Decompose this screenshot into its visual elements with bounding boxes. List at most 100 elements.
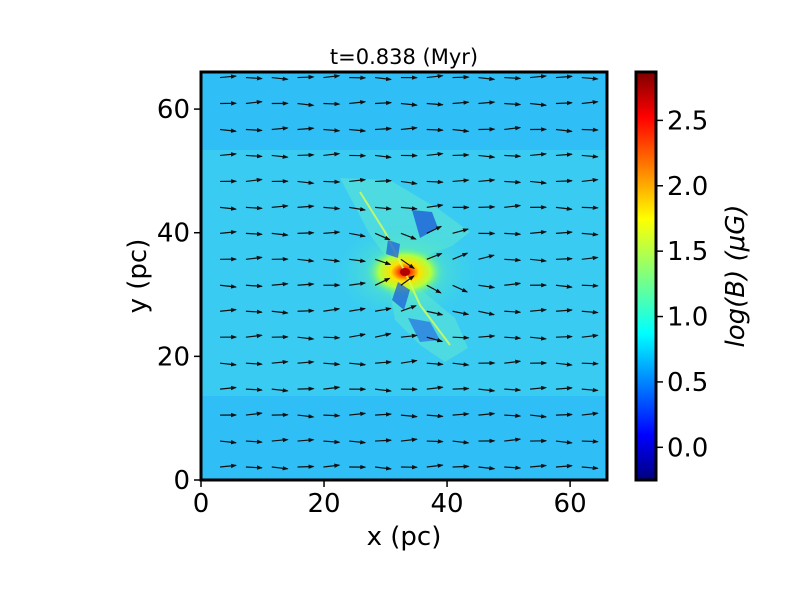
y-tick-label: 0 (173, 466, 190, 496)
x-tick-label: 20 (307, 489, 340, 519)
field-arrow (452, 100, 470, 105)
colorbar-tick-label: 0.5 (667, 368, 708, 398)
field-arrow (452, 128, 470, 133)
field-arrow (349, 333, 366, 338)
field-arrow (504, 413, 522, 418)
x-tick-label: 40 (431, 489, 464, 519)
field-arrow (375, 178, 393, 184)
field-arrow (375, 438, 393, 443)
field-arrow (452, 252, 469, 260)
field-arrow (400, 102, 418, 107)
field-arrow (555, 100, 573, 106)
field-arrow (297, 152, 315, 158)
field-arrow (504, 125, 522, 131)
field-arrow (323, 151, 341, 157)
field-arrow (375, 76, 392, 82)
field-arrow (504, 231, 522, 237)
field-arrow (530, 74, 548, 79)
field-arrow (323, 230, 341, 235)
field-arrow (426, 74, 444, 79)
field-arrow (220, 440, 237, 445)
field-arrow (581, 387, 599, 393)
field-arrow (555, 152, 573, 157)
field-arrow (555, 178, 573, 184)
field-arrow (426, 336, 444, 343)
field-arrow (426, 310, 444, 316)
field-arrow (426, 151, 444, 157)
field-arrow (400, 275, 415, 286)
field-arrow (271, 76, 289, 81)
low-field-void-3 (392, 282, 410, 310)
field-arrow (323, 179, 341, 185)
field-arrow (400, 206, 418, 211)
field-arrow (245, 361, 263, 367)
field-arrow (297, 282, 315, 287)
field-arrow (452, 362, 470, 367)
field-arrow (271, 310, 289, 315)
field-arrow (504, 309, 522, 315)
y-axis-label: y (pc) (123, 239, 153, 314)
field-arrow (452, 464, 470, 469)
field-arrow (452, 310, 470, 316)
field-arrow (555, 128, 573, 133)
field-arrow (452, 335, 470, 340)
field-arrow (245, 76, 263, 81)
field-arrow (478, 388, 496, 393)
field-arrow (375, 412, 393, 417)
field-arrow (349, 206, 367, 212)
x-tick-label: 0 (193, 489, 210, 519)
field-arrow (400, 232, 417, 240)
field-arrow (323, 101, 341, 107)
field-arrow (271, 388, 289, 393)
field-arrow (374, 332, 392, 338)
y-tick-label: 20 (157, 342, 190, 372)
field-arrow (581, 255, 599, 261)
field-arrow (349, 178, 367, 183)
field-arrow (323, 128, 341, 133)
colorbar-tick-label: 1.0 (667, 303, 708, 333)
field-arrow (504, 437, 522, 442)
field-arrow (452, 152, 470, 158)
field-arrow (504, 281, 522, 287)
field-arrow (375, 206, 393, 211)
field-arrow (323, 206, 341, 211)
field-arrow (504, 153, 522, 159)
field-arrow (426, 127, 444, 133)
field-arrow (349, 439, 367, 445)
field-arrow (323, 361, 341, 367)
field-arrow (297, 386, 315, 391)
field-arrow (426, 225, 443, 234)
field-arrow (452, 228, 469, 234)
field-arrow (530, 180, 548, 185)
field-arrow (400, 305, 417, 312)
plot-frame (199, 70, 609, 482)
field-arrow (323, 413, 341, 418)
field-arrow (271, 437, 289, 443)
field-arrow (426, 413, 444, 419)
field-arrow (478, 411, 496, 417)
field-arrow (426, 361, 444, 367)
field-arrow (375, 466, 392, 471)
field-arrow (426, 252, 443, 260)
field-arrow (478, 284, 496, 290)
field-arrow (504, 257, 522, 263)
field-arrow (555, 256, 573, 262)
field-arrow (478, 310, 496, 316)
field-arrow (297, 74, 315, 80)
field-arrow (555, 440, 573, 445)
field-arrow (297, 414, 315, 419)
field-arrow (530, 307, 548, 313)
field-arrow (297, 126, 315, 131)
field-arrow (297, 437, 315, 443)
field-arrow (375, 126, 393, 131)
field-arrow (478, 254, 495, 260)
field-arrow (478, 178, 496, 183)
filament-ridge-lower (404, 271, 451, 346)
field-arrow (220, 307, 237, 313)
field-arrow (400, 359, 418, 364)
field-arrow (504, 75, 522, 81)
x-axis: 0 20 40 60 (193, 480, 587, 519)
field-arrow (581, 361, 599, 366)
field-arrow (297, 230, 315, 236)
